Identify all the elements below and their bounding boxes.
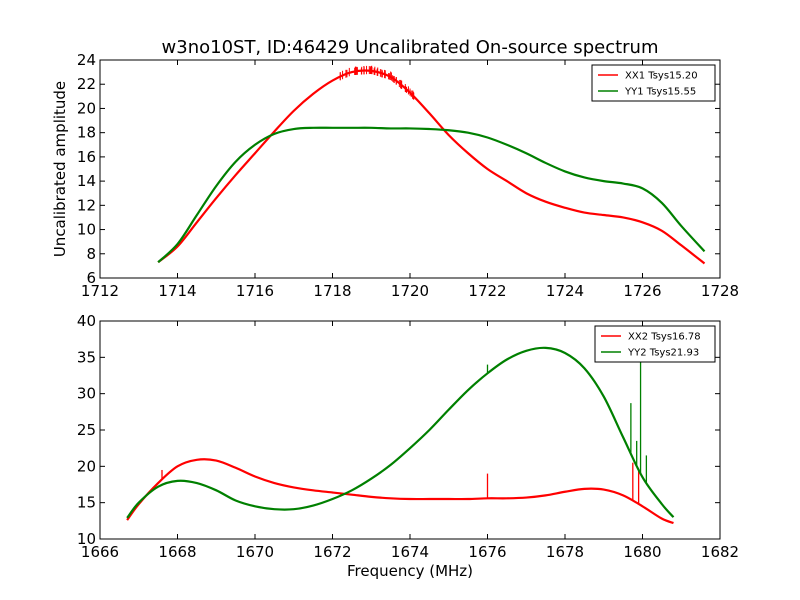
- series-line-1-1: [157, 69, 706, 265]
- y-tick-label: 20: [77, 99, 96, 117]
- y-tick-label: 15: [77, 494, 96, 512]
- x-tick-label: 1670: [236, 543, 274, 561]
- x-tick-label: 1722: [468, 282, 506, 300]
- y-tick-label: 22: [77, 75, 96, 93]
- x-tick-label: 1728: [701, 282, 739, 300]
- y-axis-label: Uncalibrated amplitude: [51, 81, 69, 257]
- legend-label: YY1 Tsys15.55: [624, 87, 696, 98]
- y-tick-label: 24: [77, 51, 96, 69]
- y-tick-label: 10: [77, 530, 96, 548]
- chart-title: w3no10ST, ID:46429 Uncalibrated On-sourc…: [162, 37, 659, 58]
- x-tick-label: 1674: [391, 543, 429, 561]
- x-tick-label: 1720: [391, 282, 429, 300]
- y-tick-label: 10: [77, 221, 96, 239]
- y-tick-label: 12: [77, 196, 96, 214]
- y-tick-label: 20: [77, 457, 96, 475]
- legend: [594, 325, 716, 363]
- series-line-2-2: [126, 346, 675, 519]
- x-tick-label: 1680: [623, 543, 661, 561]
- x-tick-label: 1714: [158, 282, 196, 300]
- series-line-1-2: [157, 126, 706, 264]
- y-tick-label: 30: [77, 385, 96, 403]
- top-plot: 1712 1714 1716 1718 1720 1722 1724 1726 1728 6 8 10…: [51, 51, 739, 300]
- y-tick-label: 6: [86, 269, 96, 287]
- legend: [591, 64, 716, 102]
- x-tick-label: 1718: [313, 282, 351, 300]
- series-line-2-1: [126, 458, 674, 525]
- y-tick-label: 16: [77, 148, 96, 166]
- x-tick-label: 1682: [701, 543, 739, 561]
- y-tick-label: 18: [77, 124, 96, 142]
- y-tick-label: 14: [77, 172, 96, 190]
- legend-label: YY2 Tsys21.93: [627, 348, 699, 359]
- x-tick-label: 1668: [158, 543, 196, 561]
- x-tick-label: 1724: [546, 282, 584, 300]
- x-tick-label: 1712: [81, 282, 119, 300]
- x-axis-label: Frequency (MHz): [347, 562, 473, 580]
- y-tick-label: 35: [77, 348, 96, 366]
- x-tick-label: 1672: [313, 543, 351, 561]
- legend-label: XX2 Tsys16.78: [628, 332, 701, 343]
- x-tick-label: 1726: [623, 282, 661, 300]
- y-tick-label: 40: [77, 312, 96, 330]
- x-tick-label: 1678: [546, 543, 584, 561]
- x-tick-label: 1716: [236, 282, 274, 300]
- legend-label: XX1 Tsys15.20: [625, 71, 698, 82]
- y-tick-label: 25: [77, 421, 96, 439]
- x-tick-label: 1666: [81, 543, 119, 561]
- y-tick-label: 8: [86, 245, 96, 263]
- x-tick-label: 1676: [468, 543, 506, 561]
- bottom-plot: 1666 1668 1670 1672 1674 1676 1678 1680 1682 10 15…: [77, 312, 739, 580]
